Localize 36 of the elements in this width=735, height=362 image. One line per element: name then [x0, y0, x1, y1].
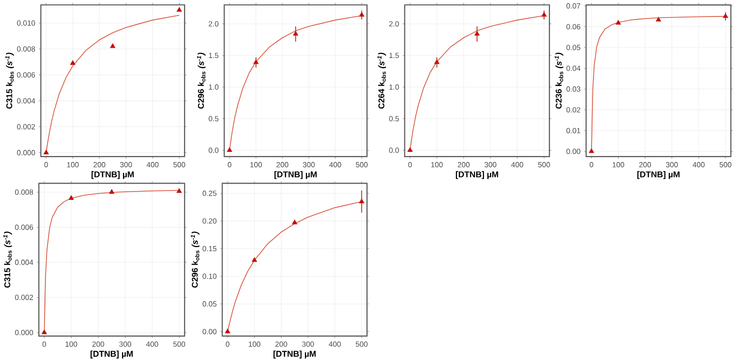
x-axis-title: [DTNB] µM: [637, 171, 680, 180]
point: [292, 30, 298, 36]
point: [656, 16, 662, 22]
point: [176, 7, 182, 12]
text: C296 k$_{obs}$ (s$^{-1}$): [196, 52, 206, 109]
x-axis-title: [DTNB] µM: [274, 171, 317, 180]
text: C236 k$_{obs}$ (s$^{-1}$): [554, 52, 564, 109]
text: C296 k$_{obs}$ (s$^{-1}$): [190, 232, 200, 288]
point: [43, 150, 49, 154]
point: [226, 147, 232, 152]
text: C264 k$_{obs}$ (s$^{-1}$): [377, 52, 386, 109]
point: [224, 328, 230, 334]
x-axis-title: [DTNB] µM: [456, 171, 498, 180]
point: [176, 188, 182, 194]
x-axis-title: [DTNB] µM: [90, 350, 133, 359]
point: [407, 147, 413, 152]
point: [588, 148, 594, 154]
point: [41, 329, 48, 334]
point: [110, 43, 116, 48]
point: [292, 220, 298, 224]
point: [434, 59, 440, 64]
point: [616, 20, 622, 25]
point: [108, 189, 114, 194]
x-axis-title: [DTNB] µM: [273, 350, 316, 359]
point: [474, 30, 480, 36]
point: [541, 12, 547, 17]
text: C315 k$_{obs}$ (s$^{-1}$): [3, 232, 12, 288]
point: [70, 60, 76, 66]
point: [722, 13, 728, 18]
text: C315 k$_{obs}$ (s$^{-1}$): [5, 52, 14, 109]
point: [358, 198, 364, 204]
point: [252, 257, 258, 262]
point: [253, 59, 259, 64]
x-axis-title: [DTNB] µM: [92, 171, 134, 180]
point: [68, 195, 74, 200]
point: [358, 12, 364, 17]
